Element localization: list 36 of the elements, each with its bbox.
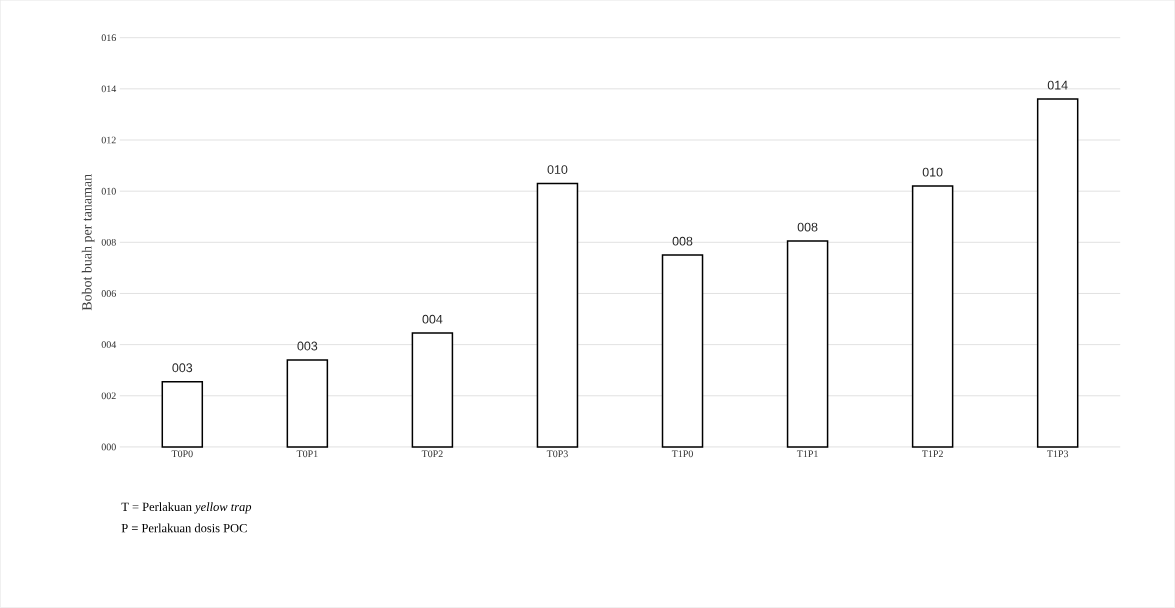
data-label: 003 — [297, 341, 318, 351]
bar — [661, 254, 704, 448]
y-tick-label: 016 — [101, 34, 116, 42]
y-tick-label: 010 — [101, 187, 116, 195]
y-tick-label: 000 — [101, 443, 116, 451]
y-tick-label: 004 — [101, 341, 117, 349]
x-tick-label: T1P3 — [1047, 450, 1069, 458]
bar — [911, 185, 954, 448]
y-axis-title: Bobot buah per tanaman — [81, 174, 95, 311]
data-label: 010 — [922, 167, 943, 177]
x-tick-label: T1P0 — [671, 450, 693, 458]
data-label: 003 — [172, 363, 193, 373]
bar — [161, 381, 204, 448]
y-tick-label: 002 — [101, 392, 116, 400]
y-tick-label: 014 — [101, 85, 117, 93]
data-label: 004 — [422, 314, 443, 324]
x-tick-label: T0P2 — [421, 450, 443, 458]
y-tick-label: 008 — [101, 239, 116, 246]
bar — [1036, 98, 1079, 448]
y-tick-label: 006 — [101, 290, 116, 297]
x-tick-label: T0P3 — [546, 450, 568, 458]
text: T = Perlakuan yellow trap — [121, 502, 252, 514]
bar — [411, 332, 454, 448]
x-tick-label: T1P2 — [922, 450, 943, 458]
data-label: 014 — [1047, 80, 1068, 90]
bar — [536, 182, 579, 448]
data-label: 008 — [672, 236, 693, 246]
text: P = Perlakuan dosis POC — [121, 523, 247, 533]
bar — [786, 240, 829, 448]
bar — [286, 359, 329, 448]
x-tick-label: T0P0 — [171, 450, 193, 458]
x-tick-label: T1P1 — [796, 450, 818, 458]
data-label: 008 — [797, 222, 818, 232]
y-tick-label: 012 — [101, 136, 116, 144]
data-label: 010 — [547, 165, 568, 175]
x-tick-label: T0P1 — [296, 450, 318, 458]
